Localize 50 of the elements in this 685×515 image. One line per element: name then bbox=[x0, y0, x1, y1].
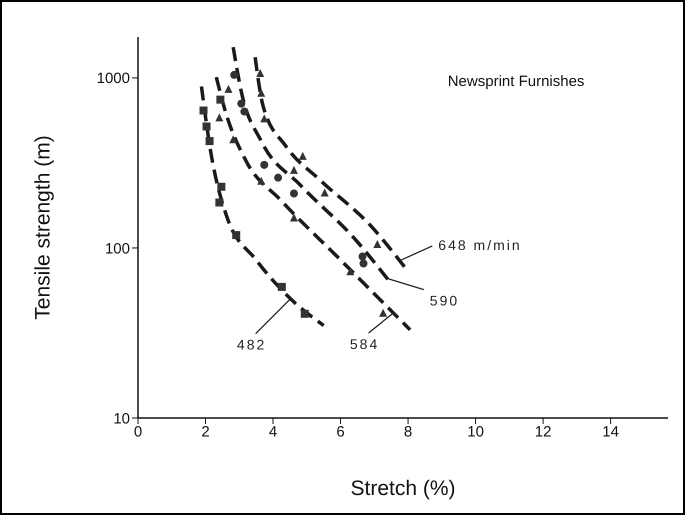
point bbox=[298, 152, 307, 160]
point bbox=[199, 106, 208, 115]
line-series bbox=[214, 75, 412, 332]
point bbox=[224, 84, 232, 93]
y-tick-label: 100 bbox=[104, 240, 130, 258]
point bbox=[290, 214, 298, 222]
text: Newsprint Furnishes bbox=[448, 73, 584, 90]
point bbox=[320, 188, 329, 197]
point bbox=[206, 137, 214, 146]
point bbox=[358, 252, 366, 261]
y-axis-title: Tensile strength (m) bbox=[31, 135, 54, 320]
point bbox=[237, 100, 246, 108]
point bbox=[232, 231, 240, 240]
point bbox=[202, 122, 211, 130]
point bbox=[230, 70, 238, 79]
annotation: 482 bbox=[236, 336, 266, 353]
point bbox=[260, 160, 268, 169]
x-tick-label: 0 bbox=[134, 424, 142, 441]
x-tick-label: 4 bbox=[268, 424, 278, 441]
point bbox=[260, 114, 268, 122]
point bbox=[373, 240, 382, 248]
point bbox=[278, 282, 286, 291]
x-axis-title: Stretch (%) bbox=[350, 477, 456, 500]
x-tick-label: 12 bbox=[534, 424, 552, 441]
y-tick-label: 10 bbox=[113, 410, 130, 428]
point bbox=[215, 198, 224, 207]
point bbox=[257, 88, 266, 97]
point bbox=[300, 310, 309, 318]
annotation: 590 bbox=[430, 292, 460, 309]
point bbox=[240, 108, 248, 116]
point bbox=[274, 174, 282, 182]
point bbox=[290, 190, 298, 198]
point bbox=[256, 68, 264, 77]
point bbox=[290, 166, 298, 174]
point bbox=[346, 267, 354, 276]
point bbox=[215, 113, 224, 122]
point bbox=[229, 135, 238, 144]
point bbox=[360, 260, 368, 268]
point bbox=[217, 182, 226, 191]
annotation: 584 bbox=[350, 336, 380, 352]
x-tick-label: 6 bbox=[336, 424, 345, 441]
point bbox=[257, 176, 266, 185]
x-tick-label: 14 bbox=[602, 424, 619, 441]
point bbox=[379, 308, 388, 317]
point bbox=[216, 96, 224, 104]
x-tick-label: 2 bbox=[201, 424, 210, 441]
y-tick-label: 1000 bbox=[96, 70, 130, 88]
x-tick-label: 10 bbox=[467, 424, 484, 441]
annotation: 648 m/min bbox=[438, 236, 522, 253]
x-tick-label: 8 bbox=[404, 424, 412, 441]
